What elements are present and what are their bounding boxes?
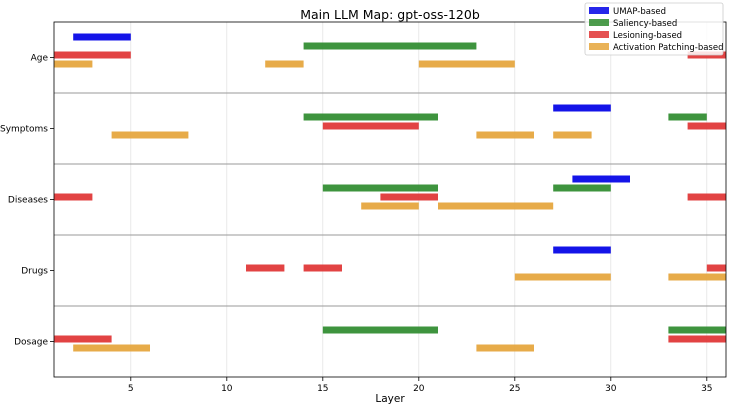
y-ticks: Age Symptoms Diseases Drugs Dosage [0,54,54,348]
bar-umap-based-diseases [572,175,630,183]
y-tick-label-symptoms: Symptoms [0,125,48,135]
bar-saliency-based-age [303,42,477,50]
bar-activation-patching-based-symptoms [553,131,592,139]
bar-umap-based-drugs [553,246,611,254]
category-separators [54,92,726,307]
bar-lesioning-based-diseases [54,193,93,201]
bar-saliency-based-symptoms [303,113,438,121]
x-tick-label: 10 [221,384,233,394]
bar-lesioning-based-drugs [246,264,285,272]
bar-lesioning-based-dosage [54,335,112,343]
y-tick-label-age: Age [31,54,49,64]
bar-lesioning-based-diseases [687,193,726,201]
bar-activation-patching-based-symptoms [476,131,534,139]
bar-activation-patching-based-diseases [438,202,554,210]
y-tick-label-drugs: Drugs [21,267,48,277]
bars [54,33,726,352]
bar-lesioning-based-symptoms [322,122,419,130]
grid [130,22,708,377]
x-tick-label: 35 [701,384,712,394]
x-ticks: 5 10 15 20 25 30 35 [128,377,713,394]
x-tick-label: 15 [317,384,328,394]
legend-label: Lesioning-based [613,31,682,41]
legend-label: Saliency-based [613,19,677,29]
x-tick-label: 5 [128,384,134,394]
legend-swatch [589,19,609,26]
bar-lesioning-based-dosage [668,335,726,343]
legend-label: UMAP-based [613,7,666,17]
x-tick-label: 30 [605,384,617,394]
y-tick-label-diseases: Diseases [8,196,48,206]
bar-activation-patching-based-drugs [668,273,726,281]
chart-title: Main LLM Map: gpt-oss-120b [300,7,480,22]
bar-activation-patching-based-age [265,60,304,68]
bar-activation-patching-based-diseases [361,202,419,210]
bar-lesioning-based-drugs [303,264,342,272]
bar-lesioning-based-diseases [380,193,438,201]
bar-saliency-based-diseases [553,184,611,192]
x-tick-label: 25 [509,384,520,394]
legend-swatch [589,43,609,50]
bar-activation-patching-based-age [418,60,515,68]
bar-saliency-based-symptoms [668,113,707,121]
x-tick-label: 20 [413,384,425,394]
bar-lesioning-based-age [54,51,131,59]
bar-activation-patching-based-drugs [514,273,611,281]
legend-swatch [589,7,609,14]
bar-activation-patching-based-dosage [73,344,150,352]
bar-umap-based-symptoms [553,104,611,112]
x-axis-title: Layer [375,393,405,405]
bar-activation-patching-based-symptoms [111,131,189,139]
legend-frame [584,2,724,56]
bar-saliency-based-dosage [668,326,726,334]
legend-swatch [589,31,609,38]
bar-lesioning-based-symptoms [687,122,726,130]
bar-saliency-based-diseases [322,184,438,192]
legend: UMAP-based Saliency-based Lesioning-based A… [584,2,724,56]
bar-activation-patching-based-age [54,60,93,68]
bar-umap-based-age [73,33,131,41]
bar-lesioning-based-drugs [706,264,726,272]
bar-activation-patching-based-dosage [476,344,534,352]
legend-label: Activation Patching-based [613,43,723,53]
bar-saliency-based-dosage [322,326,438,334]
y-tick-label-dosage: Dosage [14,338,48,348]
